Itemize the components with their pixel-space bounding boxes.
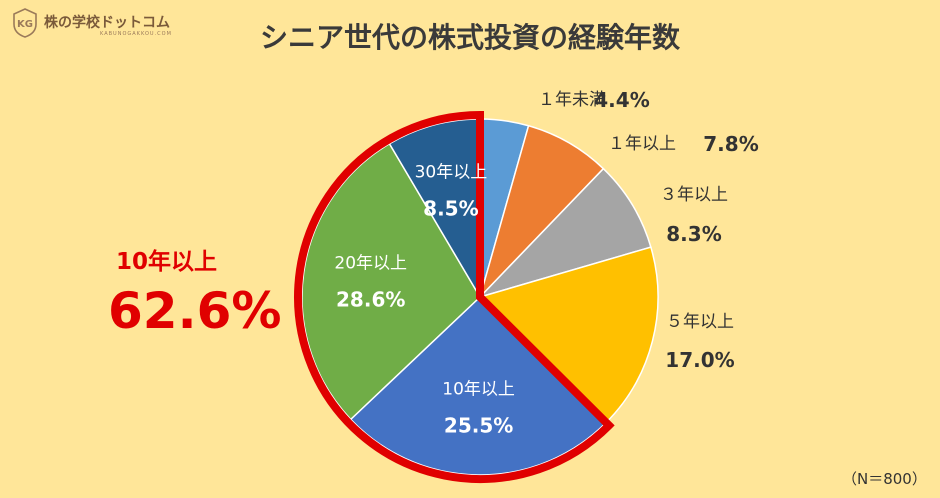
site-logo: KG 株の学校ドットコム KABUNOGAKKOU.COM: [12, 6, 232, 42]
pie-slice-6: [301, 142, 481, 421]
logo-sub: KABUNOGAKKOU.COM: [100, 31, 172, 37]
chart-title: シニア世代の株式投資の経験年数: [259, 21, 680, 54]
slice-value-20: 28.6%: [336, 288, 405, 312]
slice-value-x: 7.8%: [703, 132, 758, 156]
logo-badge-text: KG: [17, 19, 33, 30]
highlight-group-value: 62.6%: [108, 282, 282, 340]
logo-name: 株の学校ドットコム: [44, 15, 170, 31]
kg-badge-icon: KG: [13, 8, 37, 38]
slice-label-10: 10年以上: [442, 379, 515, 399]
highlight-outline: [294, 110, 615, 483]
slice-label-30: 30年以上: [415, 163, 488, 183]
slice-label-x: ５年以上: [666, 312, 734, 332]
slice-value-30: 8.5%: [423, 197, 478, 221]
slice-value-10: 25.5%: [444, 413, 513, 437]
highlight-group-label: 10年以上: [116, 249, 218, 275]
pie-slice-4: [478, 246, 659, 424]
slice-label-x: ３年以上: [660, 185, 728, 205]
sample-size-note: （N＝800）: [842, 470, 927, 488]
slice-value-x: 17.0%: [665, 348, 734, 372]
slice-value-x: 8.3%: [666, 222, 721, 246]
slice-label-x: １年未満: [538, 90, 606, 110]
slice-value-x: 4.4%: [594, 88, 649, 112]
pie-slice-3: [477, 167, 652, 299]
slice-label-20: 20年以上: [334, 254, 407, 274]
pie-slice-5: [349, 295, 608, 476]
slice-label-x: １年以上: [608, 134, 676, 154]
